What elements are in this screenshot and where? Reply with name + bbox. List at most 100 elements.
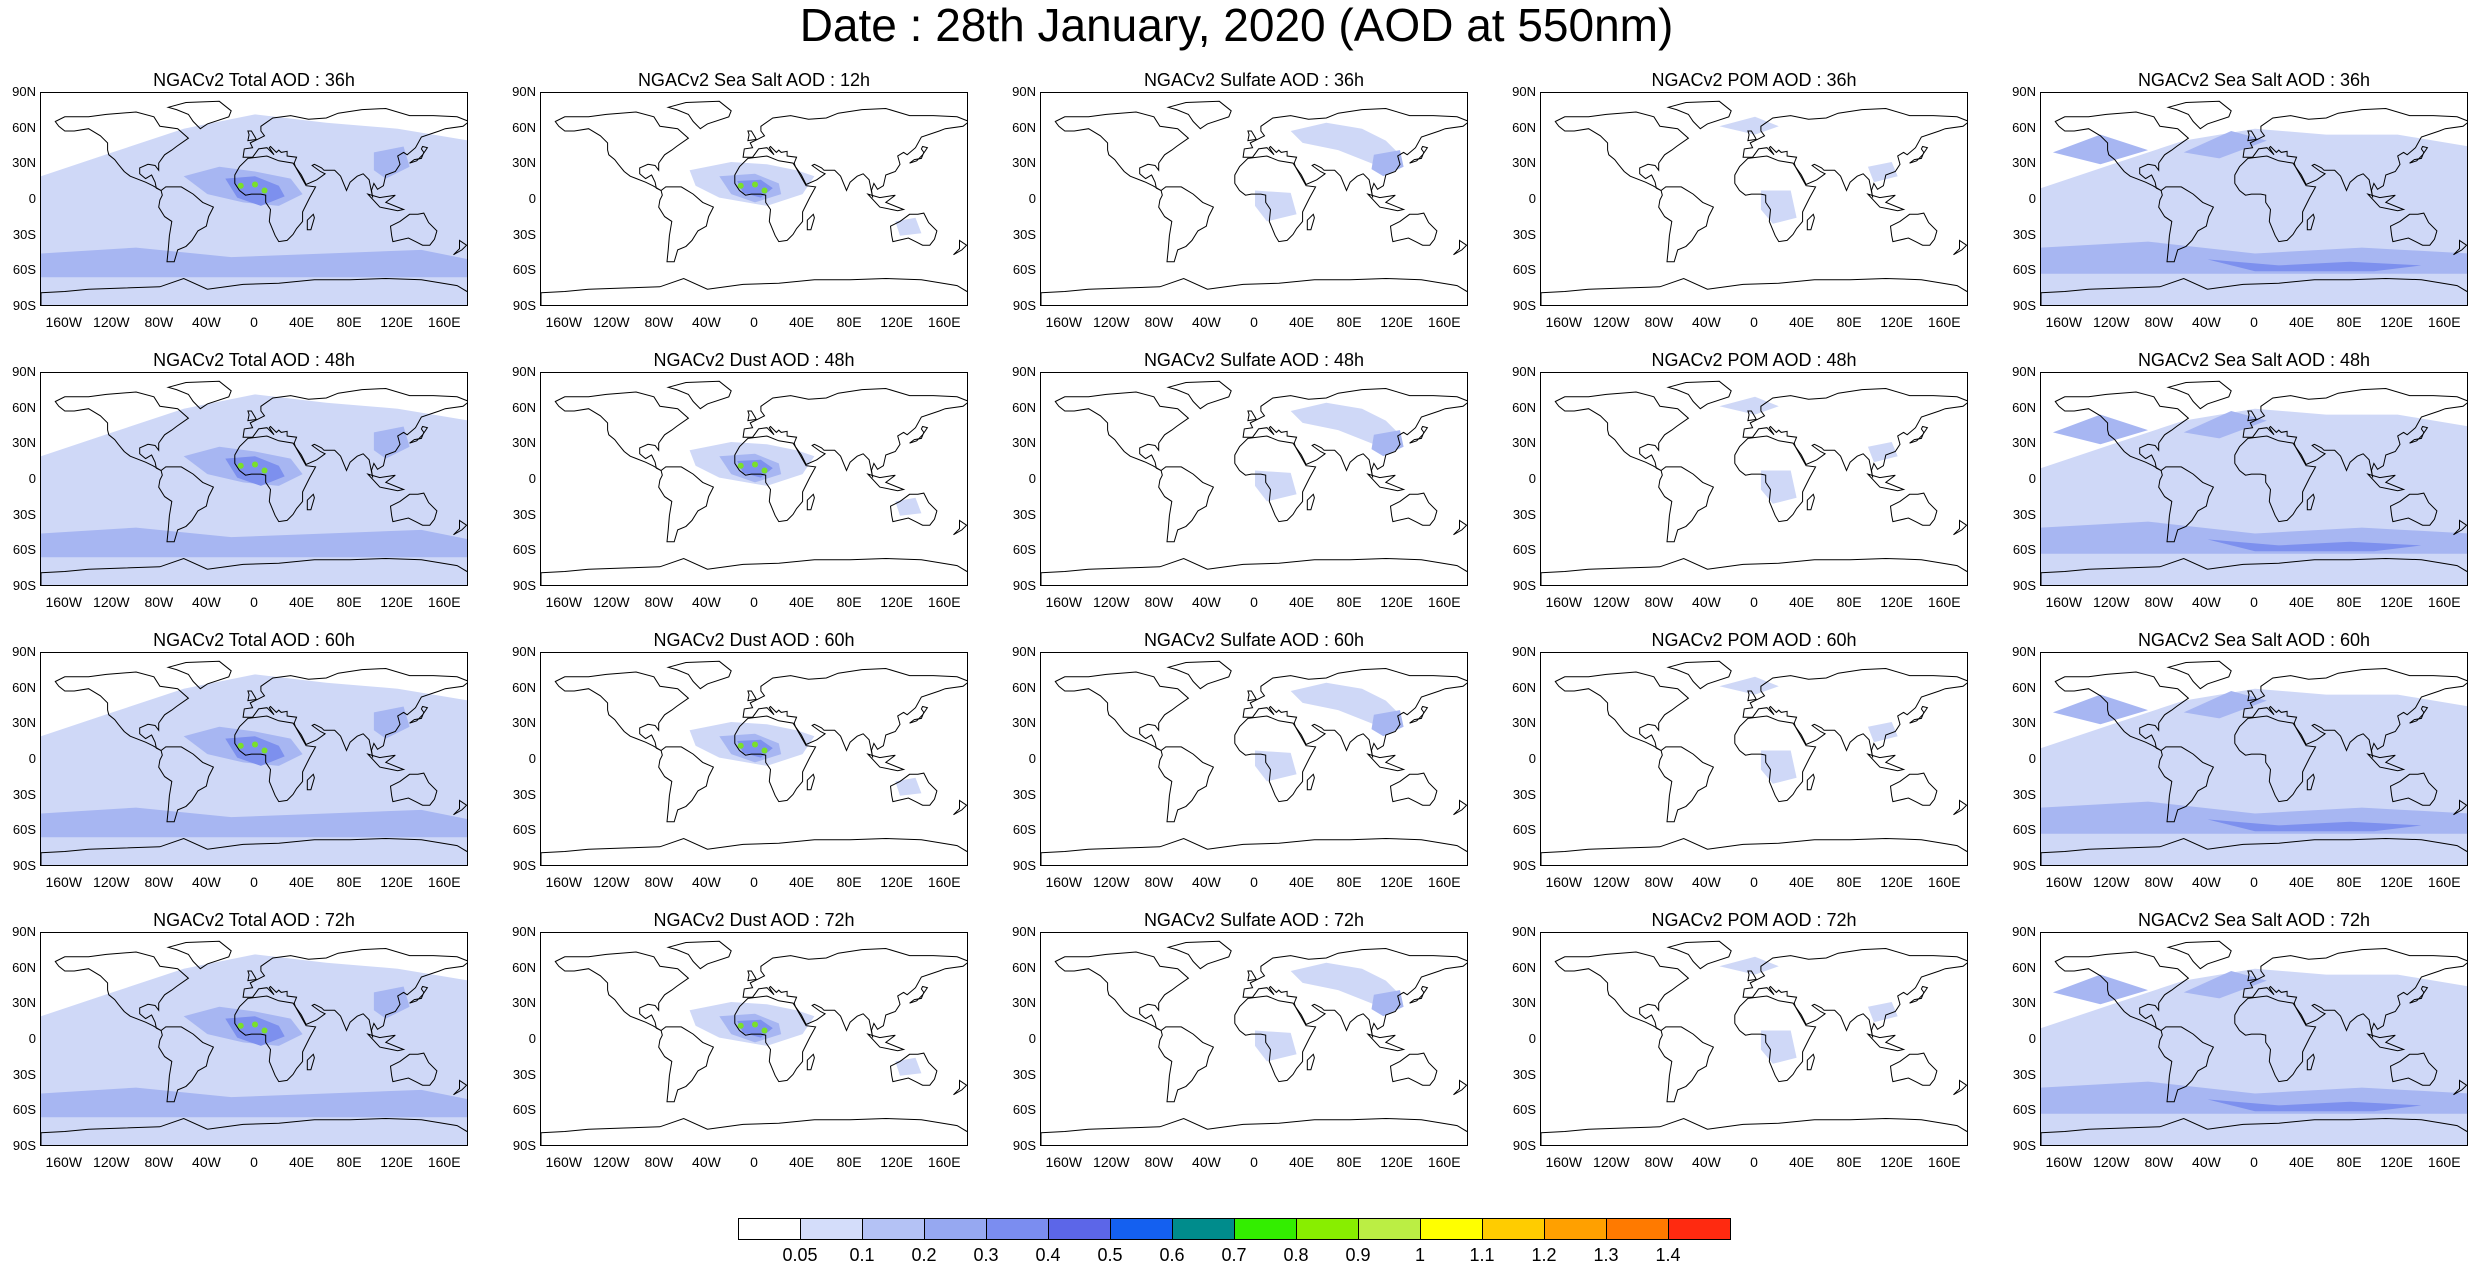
lat-tick-label: 60N — [512, 399, 536, 415]
lon-tick-label: 160W — [545, 874, 583, 890]
coastline-eurasia — [2242, 107, 2467, 198]
coastline-nz — [953, 519, 967, 536]
lon-tick-label: 40E — [789, 874, 814, 890]
lat-tick-label: 0 — [1528, 1031, 1536, 1046]
lat-tick-label: 90S — [1512, 858, 1536, 873]
coastline-greenland — [166, 100, 232, 130]
coastline-australia — [889, 492, 938, 526]
lon-tick-label: 40W — [2192, 314, 2221, 330]
colorbar-label: 1.1 — [1469, 1245, 1495, 1265]
coastline-uk — [1747, 690, 1757, 702]
coastline-north-america — [2054, 111, 2190, 191]
coastline-madagascar — [2306, 1053, 2315, 1071]
lat-tick-label: 60S — [12, 262, 36, 278]
coastline-south-america — [2158, 1026, 2215, 1103]
lat-tick-label: 60S — [2012, 822, 2036, 838]
lat-tick-label: 60N — [1012, 119, 1036, 135]
lon-tick-label: 40W — [1692, 594, 1721, 610]
aod-field-1 — [1371, 990, 1404, 1017]
map-plot — [2040, 932, 2468, 1146]
lat-tick-label: 30S — [1012, 506, 1036, 522]
map-panel-sulfate-60h: NGACv2 Sulfate AOD : 60h 90N 60N 30N 0 30S 60S… — [1000, 630, 1500, 908]
lat-tick-label: 60S — [1012, 822, 1036, 838]
coastline-australia — [1889, 772, 1938, 806]
coastline-australia — [2389, 492, 2438, 526]
aod-field-4 — [2207, 819, 2422, 832]
lon-tick-label: 160E — [427, 1154, 461, 1170]
coastline-antarctica — [541, 837, 967, 865]
lon-tick-label: 120E — [380, 1154, 413, 1170]
lat-tick-label: 60S — [1012, 1102, 1036, 1118]
lat-tick-label: 60N — [12, 399, 36, 415]
lon-tick-label: 120E — [2380, 874, 2413, 890]
aod-field-4 — [2207, 1099, 2422, 1112]
world-map-svg — [41, 660, 467, 865]
world-map-svg — [41, 100, 467, 305]
lat-tick-label: 0 — [528, 471, 536, 486]
lon-tick-label: 80E — [1336, 594, 1362, 610]
coastline-indonesia — [1866, 473, 1906, 492]
lon-tick-label: 120W — [593, 594, 630, 610]
colorbar-swatch — [1482, 1218, 1545, 1240]
coastline-greenland — [2166, 940, 2232, 970]
aod-field-4 — [2207, 259, 2422, 272]
coastline-greenland — [166, 940, 232, 970]
coastline-antarctica — [2041, 1117, 2467, 1145]
lat-tick-label: 0 — [528, 751, 536, 766]
lon-tick-label: 160E — [2427, 1154, 2461, 1170]
colorbar-label: 0.7 — [1221, 1245, 1247, 1265]
coastline-madagascar — [1306, 213, 1315, 231]
panel-title: NGACv2 Sea Salt AOD : 48h — [2137, 350, 2371, 370]
aod-field-3 — [2183, 971, 2267, 999]
coastline-eurasia — [242, 107, 467, 198]
coastline-madagascar — [806, 773, 815, 791]
colorbar-label: 1 — [1414, 1245, 1425, 1265]
coastline-australia — [1389, 212, 1438, 246]
aod-peak-0 — [737, 1022, 744, 1029]
lon-tick-label: 0 — [250, 874, 258, 890]
coastline-north-america — [2054, 671, 2190, 751]
lon-tick-label: 120W — [1593, 874, 1630, 890]
coastline-madagascar — [806, 1053, 815, 1071]
coastline-south-america — [1658, 746, 1715, 823]
map-panel-seasalt-72h: NGACv2 Sea Salt AOD : 72h 90N 60N 30N 0 30S 60… — [2000, 910, 2473, 1188]
lat-tick-label: 30S — [1012, 1066, 1036, 1082]
lon-tick-label: 120W — [93, 594, 130, 610]
aod-peak-1 — [252, 741, 258, 748]
lon-tick-label: 80W — [1644, 874, 1674, 890]
aod-field-0 — [1290, 682, 1398, 725]
lon-tick-label: 80W — [144, 874, 174, 890]
coastline-eurasia — [2242, 947, 2467, 1038]
coastline-south-america — [658, 186, 715, 263]
lat-tick-label: 30N — [1012, 155, 1036, 171]
coastline-eurasia — [742, 387, 967, 478]
aod-field-2 — [2052, 134, 2148, 165]
aod-field-1 — [1867, 162, 1898, 183]
lon-tick-label: 0 — [250, 1154, 258, 1170]
lon-tick-label: 40W — [192, 594, 221, 610]
lon-tick-label: 160W — [1045, 594, 1083, 610]
map-plot — [1540, 652, 1968, 866]
coastline-antarctica — [41, 1117, 467, 1145]
coastline-south-america — [1158, 466, 1215, 543]
coastline-madagascar — [306, 773, 315, 791]
coastline-japan — [909, 425, 929, 444]
coastline-madagascar — [1806, 213, 1815, 231]
lon-tick-label: 120E — [880, 874, 913, 890]
coastline-greenland — [1166, 660, 1232, 690]
lat-tick-label: 30S — [12, 786, 36, 802]
panel-title: NGACv2 Sea Salt AOD : 12h — [637, 70, 871, 90]
lon-tick-label: 80E — [1836, 874, 1862, 890]
coastline-africa — [734, 155, 817, 243]
coastline-nz — [1453, 239, 1467, 256]
coastline-north-america — [54, 111, 190, 191]
lat-tick-label: 60S — [512, 822, 536, 838]
aod-field-4 — [2207, 539, 2422, 552]
coastline-japan — [2409, 145, 2429, 164]
lon-tick-label: 160W — [545, 314, 583, 330]
aod-peak-0 — [737, 182, 744, 189]
coastline-north-america — [2054, 391, 2190, 471]
aod-peak-2 — [761, 467, 768, 474]
coastline-australia — [889, 212, 938, 246]
aod-field-3 — [895, 497, 922, 516]
